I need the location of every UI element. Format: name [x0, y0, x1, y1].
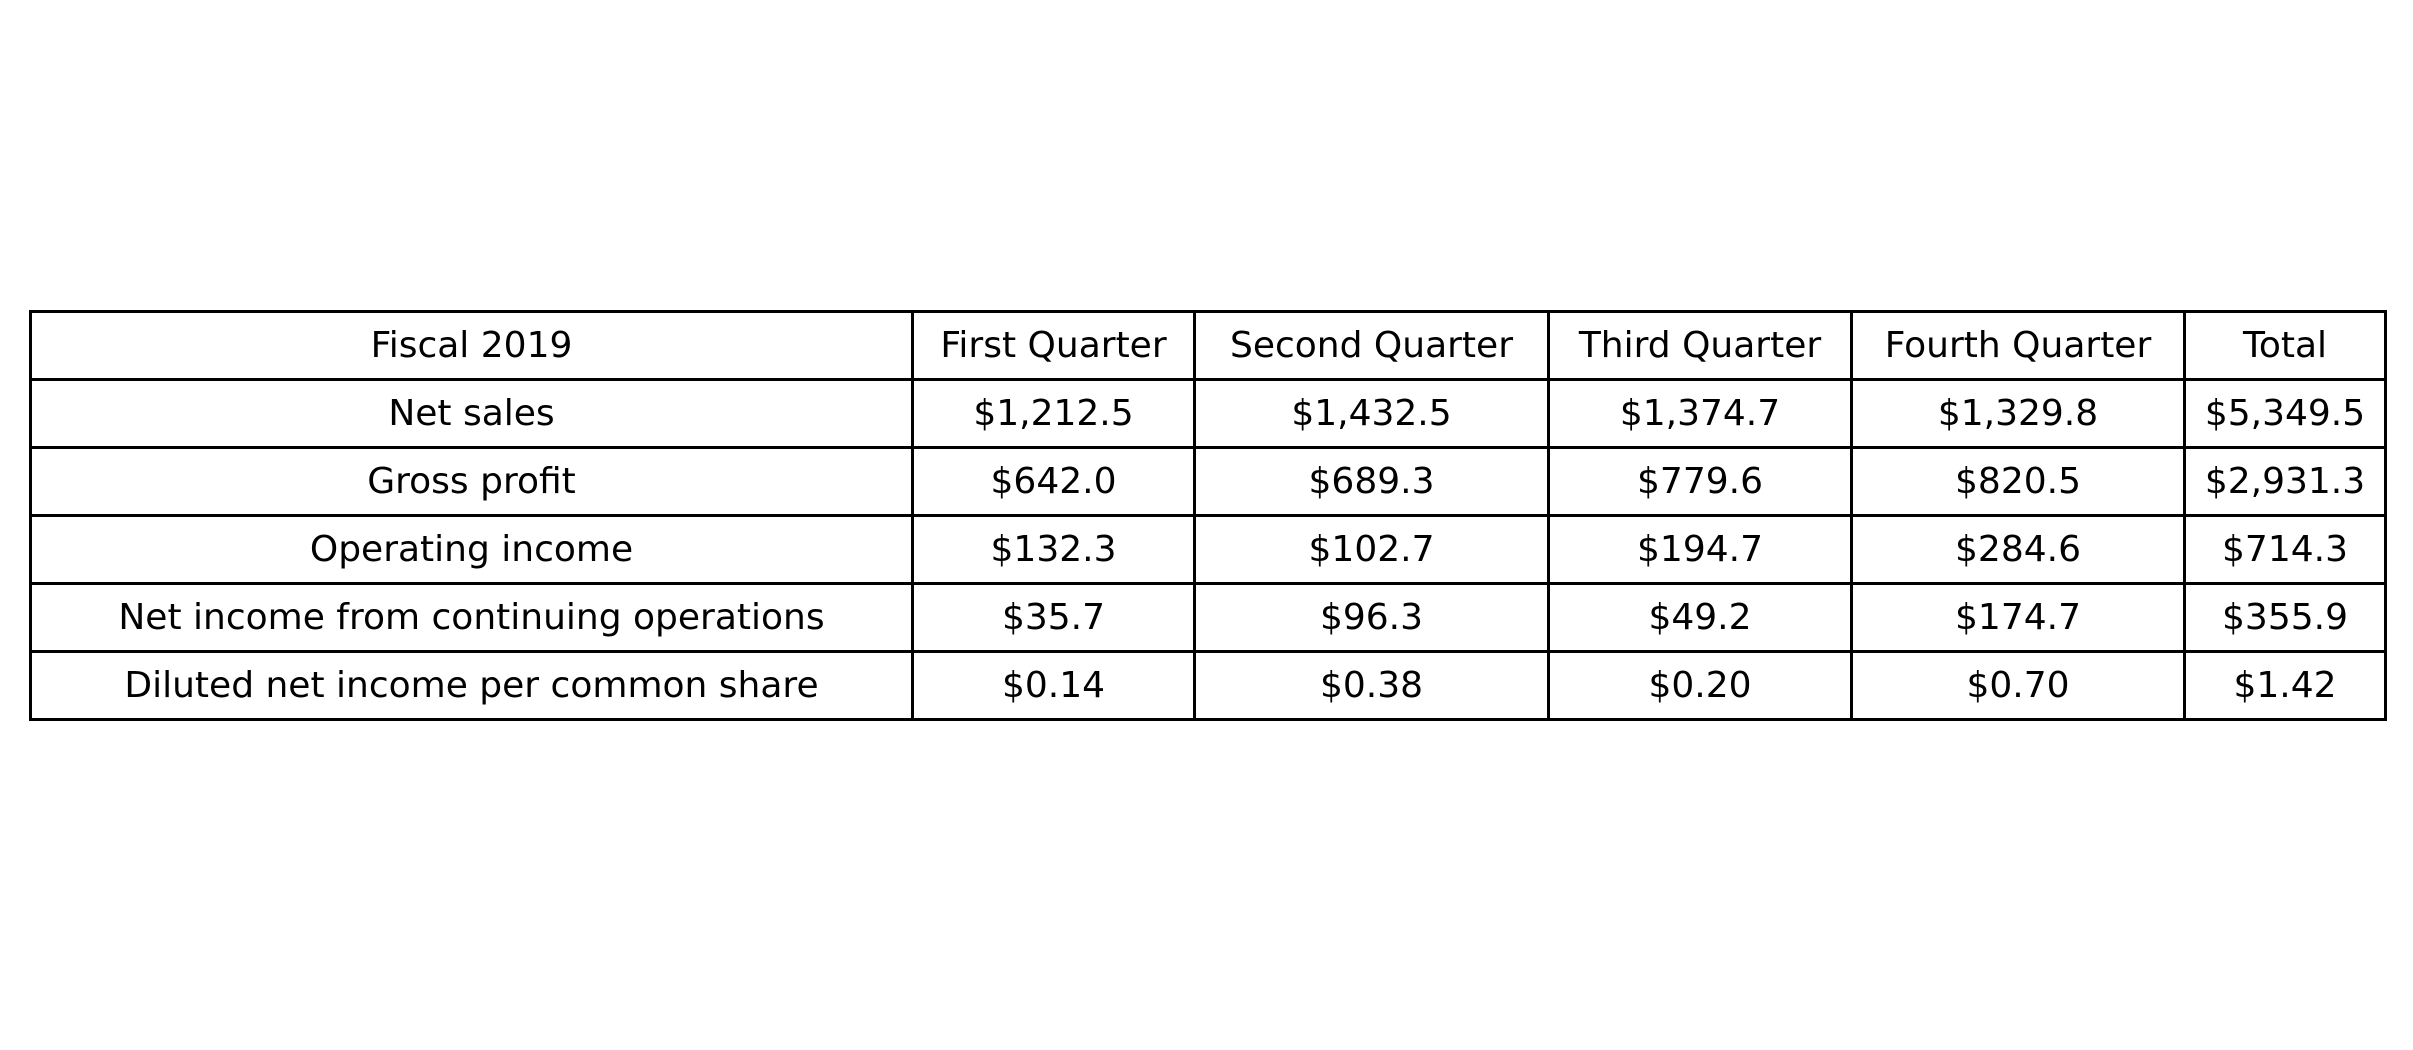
table-row: Net income from continuing operations $3…: [29, 582, 2387, 653]
table-cell: $132.3: [911, 514, 1196, 585]
row-label-cell: Operating income: [29, 514, 914, 585]
header-cell: Third Quarter: [1547, 310, 1853, 381]
table-cell: $689.3: [1193, 446, 1550, 517]
table-cell: $355.9: [2183, 582, 2387, 653]
table-cell: $714.3: [2183, 514, 2387, 585]
header-cell: First Quarter: [911, 310, 1196, 381]
table-cell: $1,329.8: [1850, 378, 2186, 449]
table-cell: $779.6: [1547, 446, 1853, 517]
header-cell: Fiscal 2019: [29, 310, 914, 381]
table-cell: $102.7: [1193, 514, 1550, 585]
table-cell: $284.6: [1850, 514, 2186, 585]
table-cell: $1,432.5: [1193, 378, 1550, 449]
table-cell: $820.5: [1850, 446, 2186, 517]
header-cell: Total: [2183, 310, 2387, 381]
table-row: Diluted net income per common share $0.1…: [29, 650, 2387, 721]
table-cell: $174.7: [1850, 582, 2186, 653]
financial-table: Fiscal 2019 First Quarter Second Quarter…: [29, 310, 2387, 721]
table-cell: $1,374.7: [1547, 378, 1853, 449]
table-cell: $1.42: [2183, 650, 2387, 721]
table-row: Net sales $1,212.5 $1,432.5 $1,374.7 $1,…: [29, 378, 2387, 449]
table-cell: $0.38: [1193, 650, 1550, 721]
row-label-cell: Diluted net income per common share: [29, 650, 914, 721]
table-cell: $5,349.5: [2183, 378, 2387, 449]
table-cell: $1,212.5: [911, 378, 1196, 449]
table-cell: $0.14: [911, 650, 1196, 721]
table-cell: $194.7: [1547, 514, 1853, 585]
row-label-cell: Net sales: [29, 378, 914, 449]
row-label-cell: Gross profit: [29, 446, 914, 517]
table-cell: $35.7: [911, 582, 1196, 653]
table-cell: $642.0: [911, 446, 1196, 517]
table-cell: $0.20: [1547, 650, 1853, 721]
table-cell: $2,931.3: [2183, 446, 2387, 517]
row-label-cell: Net income from continuing operations: [29, 582, 914, 653]
table-header-row: Fiscal 2019 First Quarter Second Quarter…: [29, 310, 2387, 381]
header-cell: Second Quarter: [1193, 310, 1550, 381]
table-row: Operating income $132.3 $102.7 $194.7 $2…: [29, 514, 2387, 585]
table-cell: $96.3: [1193, 582, 1550, 653]
table-cell: $0.70: [1850, 650, 2186, 721]
table-cell: $49.2: [1547, 582, 1853, 653]
header-cell: Fourth Quarter: [1850, 310, 2186, 381]
table-row: Gross profit $642.0 $689.3 $779.6 $820.5…: [29, 446, 2387, 517]
table-container: Fiscal 2019 First Quarter Second Quarter…: [29, 310, 2387, 721]
